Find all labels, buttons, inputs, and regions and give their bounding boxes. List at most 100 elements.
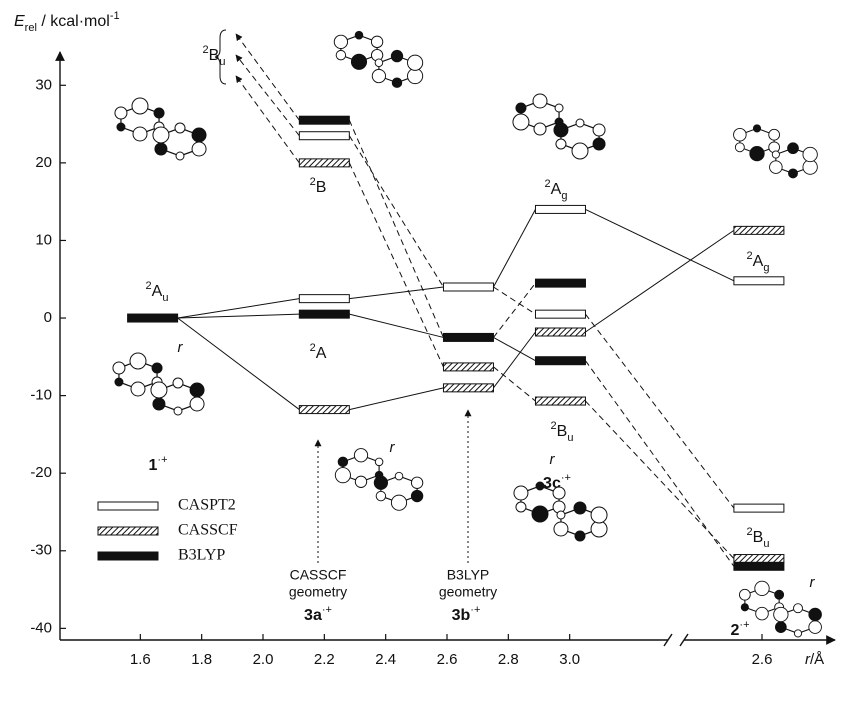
atom (554, 522, 568, 536)
atom (532, 506, 548, 522)
atom (335, 468, 350, 483)
atom (115, 378, 123, 386)
atom (154, 108, 164, 118)
molecule (115, 98, 206, 160)
atom (190, 397, 204, 411)
energy-level (299, 295, 349, 303)
atom (533, 94, 547, 108)
energy-level (443, 384, 493, 392)
atom (794, 604, 803, 613)
atom (355, 31, 363, 39)
arrow (236, 55, 299, 136)
energy-level (299, 310, 349, 318)
connector (349, 388, 443, 410)
atom (770, 161, 783, 174)
state-label-part: A (551, 181, 562, 198)
atom (372, 69, 385, 82)
state-label: 2Bu (203, 44, 226, 68)
atom (355, 476, 366, 487)
y-tick-label: 20 (35, 154, 52, 171)
compound-label-part: 3b (452, 607, 471, 624)
atom (556, 139, 566, 149)
energy-level (734, 562, 784, 570)
atom (756, 607, 769, 620)
atom (753, 125, 760, 132)
molecule (335, 449, 422, 511)
state-label-part: u (763, 538, 769, 550)
compound-label-part: ·+ (157, 454, 167, 466)
x-tick-label: 2.8 (498, 651, 519, 668)
atom (411, 490, 422, 501)
energy-level (443, 363, 493, 371)
x-tick-label: 2.0 (253, 651, 274, 668)
atom (151, 382, 167, 398)
atom (775, 622, 786, 633)
energy-level (443, 333, 493, 341)
atom (392, 78, 402, 88)
x-axis-label: r/Å (805, 651, 824, 668)
compound-label-part: ·+ (470, 604, 480, 616)
atom (375, 458, 383, 466)
arrow (236, 34, 299, 120)
energy-level (299, 159, 349, 167)
atom (192, 142, 206, 156)
atom (788, 143, 799, 154)
atom (739, 589, 750, 600)
state-label-part: A (152, 283, 163, 300)
legend-swatch (98, 527, 158, 535)
y-tick-label: -40 (30, 619, 52, 636)
connector (349, 120, 443, 337)
state-label-part: B (209, 47, 220, 64)
compound-label-part: 1 (149, 457, 158, 474)
arrow (236, 76, 299, 163)
atom (514, 486, 528, 500)
bond-label: r (178, 339, 184, 356)
atom (113, 362, 125, 374)
axis-break (664, 634, 688, 646)
atom (575, 531, 585, 541)
atom (395, 472, 403, 480)
connector (349, 314, 443, 337)
state-label: 2A (310, 342, 327, 362)
atom (557, 511, 565, 519)
atom (376, 491, 386, 501)
compound-label-part: 2 (731, 622, 740, 639)
y-tick-label: -20 (30, 464, 52, 481)
chart: -40-30-20-1001020301.61.82.02.22.42.62.8… (0, 0, 849, 722)
energy-level (535, 328, 585, 336)
atom (591, 507, 607, 523)
atom (516, 103, 526, 113)
state-label-part: u (219, 56, 225, 68)
energy-level (734, 504, 784, 512)
x-tick-label: 1.8 (191, 651, 212, 668)
bond-label: r (810, 574, 816, 591)
atom (593, 138, 605, 150)
energy-level (734, 226, 784, 234)
y-axis-label-part: / kcal·mol (37, 13, 110, 30)
connector (493, 209, 535, 287)
atom (554, 123, 568, 137)
legend-label: B3LYP (178, 547, 225, 564)
y-tick-label: 30 (35, 76, 52, 93)
energy-level (535, 279, 585, 287)
state-label: 2Au (146, 280, 169, 304)
x-axis-label-part: /Å (810, 651, 824, 668)
atom (130, 353, 146, 369)
geometry-note: geometry (439, 584, 497, 600)
molecule (113, 353, 204, 415)
compound-label-part: ·+ (739, 619, 749, 631)
x-tick-label: 2.2 (314, 651, 335, 668)
atom (803, 147, 817, 161)
atom (774, 607, 788, 621)
energy-level (535, 397, 585, 405)
compound-label-part: ·+ (561, 472, 571, 484)
atom (769, 129, 780, 140)
state-label-part: A (753, 253, 764, 270)
atom (593, 124, 605, 136)
state-label-part: g (763, 262, 769, 274)
atom (755, 581, 769, 595)
atom (155, 143, 167, 155)
state-label: 2Ag (747, 250, 770, 274)
state-label-part: g (561, 190, 567, 202)
y-tick-label: -10 (30, 387, 52, 404)
